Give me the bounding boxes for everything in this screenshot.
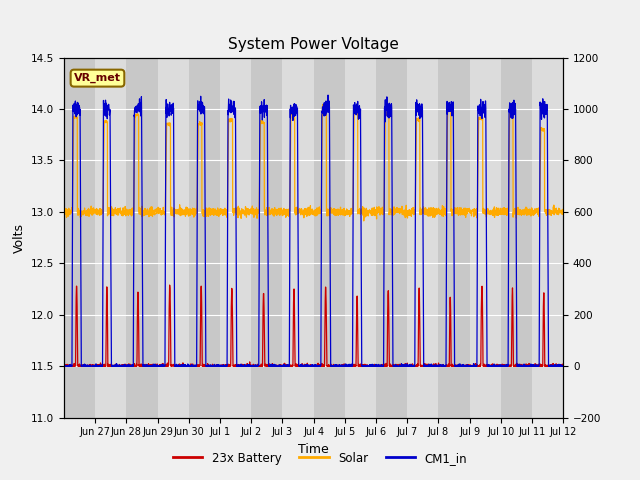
Title: System Power Voltage: System Power Voltage: [228, 37, 399, 52]
Bar: [282, 58, 314, 418]
Bar: [95, 58, 127, 418]
Bar: [220, 58, 251, 418]
Solar: [360, 218, 367, 224]
Solar: [453, 211, 461, 216]
23x Battery: [166, 282, 173, 288]
CM1_in: [378, 363, 385, 369]
X-axis label: Time: Time: [298, 443, 329, 456]
Bar: [252, 58, 282, 418]
23x Battery: [163, 361, 170, 367]
CM1_in: [324, 92, 332, 98]
CM1_in: [163, 107, 170, 113]
Bar: [470, 58, 501, 418]
Bar: [157, 58, 189, 418]
Bar: [64, 58, 95, 418]
Bar: [532, 58, 563, 418]
CM1_in: [453, 363, 461, 369]
Line: CM1_in: CM1_in: [64, 95, 563, 366]
CM1_in: [422, 363, 429, 369]
CM1_in: [559, 363, 567, 369]
23x Battery: [60, 363, 68, 369]
Bar: [189, 58, 220, 418]
Solar: [321, 101, 328, 107]
Text: VR_met: VR_met: [74, 73, 121, 83]
Bar: [563, 58, 595, 418]
Solar: [554, 209, 562, 215]
Bar: [407, 58, 438, 418]
23x Battery: [559, 362, 567, 368]
Solar: [559, 211, 567, 217]
Solar: [163, 146, 170, 152]
23x Battery: [483, 362, 491, 368]
Bar: [127, 58, 157, 418]
23x Battery: [60, 362, 68, 368]
Solar: [378, 207, 385, 213]
CM1_in: [483, 363, 491, 369]
Solar: [483, 208, 491, 214]
CM1_in: [554, 363, 562, 369]
23x Battery: [422, 363, 429, 369]
CM1_in: [60, 362, 68, 368]
23x Battery: [554, 363, 562, 369]
23x Battery: [378, 363, 385, 369]
Bar: [438, 58, 470, 418]
Line: Solar: Solar: [64, 104, 563, 221]
23x Battery: [453, 363, 461, 369]
Bar: [314, 58, 345, 418]
CM1_in: [61, 363, 68, 369]
Bar: [376, 58, 407, 418]
Legend: 23x Battery, Solar, CM1_in: 23x Battery, Solar, CM1_in: [168, 447, 472, 469]
Y-axis label: Volts: Volts: [12, 223, 26, 252]
Bar: [501, 58, 532, 418]
Solar: [422, 210, 429, 216]
Solar: [60, 207, 68, 213]
Bar: [345, 58, 376, 418]
Line: 23x Battery: 23x Battery: [64, 285, 563, 366]
